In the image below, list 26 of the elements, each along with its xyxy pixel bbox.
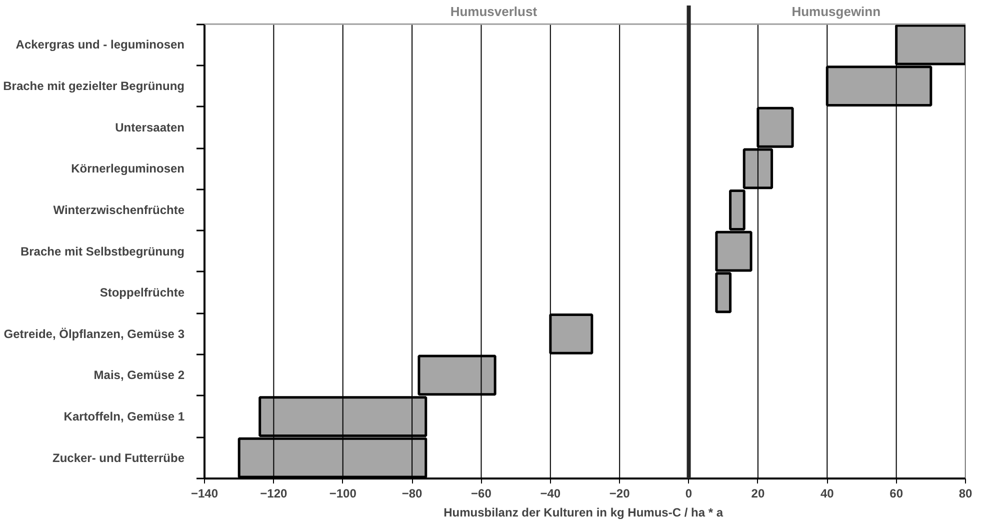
x-tick-label: −80 [402,486,423,500]
y-tick-label: Brache mit Selbstbegrünung [20,244,185,258]
text: Humusgewinn [792,4,881,20]
x-tick-label: 80 [958,486,972,500]
x-tick-label: 60 [890,486,904,500]
y-tick-label: Winterzwischenfrüchte [53,202,185,217]
x-tick-label: 40 [820,486,834,500]
x-tick-label: 20 [751,486,765,500]
x-tick-label: −40 [540,486,561,500]
x-tick-label: −60 [471,486,492,500]
y-tick-label: Getreide, Ölpflanzen, Gemüse 3 [4,326,185,341]
text: Humusverlust [450,4,538,20]
x-tick-label: −120 [260,486,288,500]
y-tick-label: Untersaaten [115,120,184,134]
y-tick-label: Stoppelfrüchte [100,286,185,300]
y-tick-label: Brache mit gezielter Begrünung [3,79,185,94]
x-tick-label: −100 [329,486,357,500]
y-tick-label: Zucker- und Futterrübe [52,450,185,465]
x-tick-label: −140 [190,486,218,500]
x-axis-title: Humusbilanz der Kulturen in kg Humus-C / ha * a [444,506,724,520]
y-tick-label: Ackergras und - leguminosen [16,38,184,52]
x-tick-label: 0 [685,486,692,500]
y-tick-label: Körnerleguminosen [71,162,185,176]
x-tick-label: −20 [609,486,630,500]
y-tick-label: Mais, Gemüse 2 [94,368,185,382]
y-tick-label: Kartoffeln, Gemüse 1 [64,410,185,424]
